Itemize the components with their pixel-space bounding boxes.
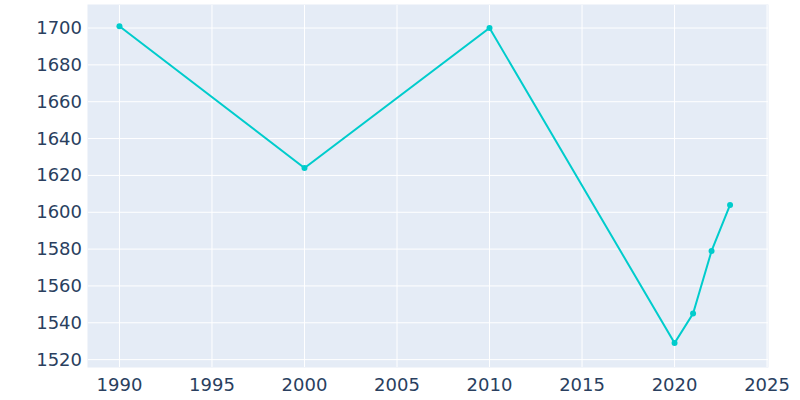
grid-line-y [88, 212, 768, 213]
grid-line-x [211, 5, 212, 367]
y-tick-label: 1580 [36, 238, 82, 259]
grid-line-y [88, 285, 768, 286]
chart: 1990 1995 2000 2005 2010 2015 2020 2025 1520 1540… [0, 0, 800, 400]
marker [487, 25, 493, 31]
grid-line-x [674, 5, 675, 367]
marker [116, 23, 122, 29]
grid [88, 5, 768, 367]
grid-line-y [88, 28, 768, 29]
plot-area [88, 5, 768, 367]
grid-line-x [489, 5, 490, 367]
x-tick-label: 2025 [744, 374, 790, 395]
y-tick-label: 1600 [36, 201, 82, 222]
series [116, 23, 733, 346]
x-tick-label: 1995 [189, 374, 235, 395]
marker [690, 311, 696, 317]
x-tick-label: 2015 [559, 374, 605, 395]
grid-line-y [88, 249, 768, 250]
y-tick-label: 1700 [36, 17, 82, 38]
grid-line-x [397, 5, 398, 367]
grid-line-y [88, 359, 768, 360]
y-tick-label: 1520 [36, 349, 82, 370]
grid-line-y [88, 138, 768, 139]
x-tick-label: 1990 [97, 374, 143, 395]
grid-line-y [88, 101, 768, 102]
grid-line-x [767, 5, 768, 367]
y-tick-label: 1660 [36, 91, 82, 112]
marker [301, 165, 307, 171]
grid-line-x [304, 5, 305, 367]
y-tick-label: 1540 [36, 312, 82, 333]
grid-line-y [88, 64, 768, 65]
y-tick-label: 1640 [36, 128, 82, 149]
y-tick-label: 1680 [36, 54, 82, 75]
line [119, 26, 730, 343]
grid-line-y [88, 175, 768, 176]
x-tick-label: 2010 [467, 374, 513, 395]
x-tick-label: 2000 [282, 374, 328, 395]
grid-line-y [88, 322, 768, 323]
grid-line-x [119, 5, 120, 367]
y-tick-label: 1620 [36, 164, 82, 185]
marker [727, 202, 733, 208]
x-tick-label: 2005 [374, 374, 420, 395]
marker [672, 340, 678, 346]
marker [709, 248, 715, 254]
y-tick-label: 1560 [36, 275, 82, 296]
x-tick-label: 2020 [652, 374, 698, 395]
